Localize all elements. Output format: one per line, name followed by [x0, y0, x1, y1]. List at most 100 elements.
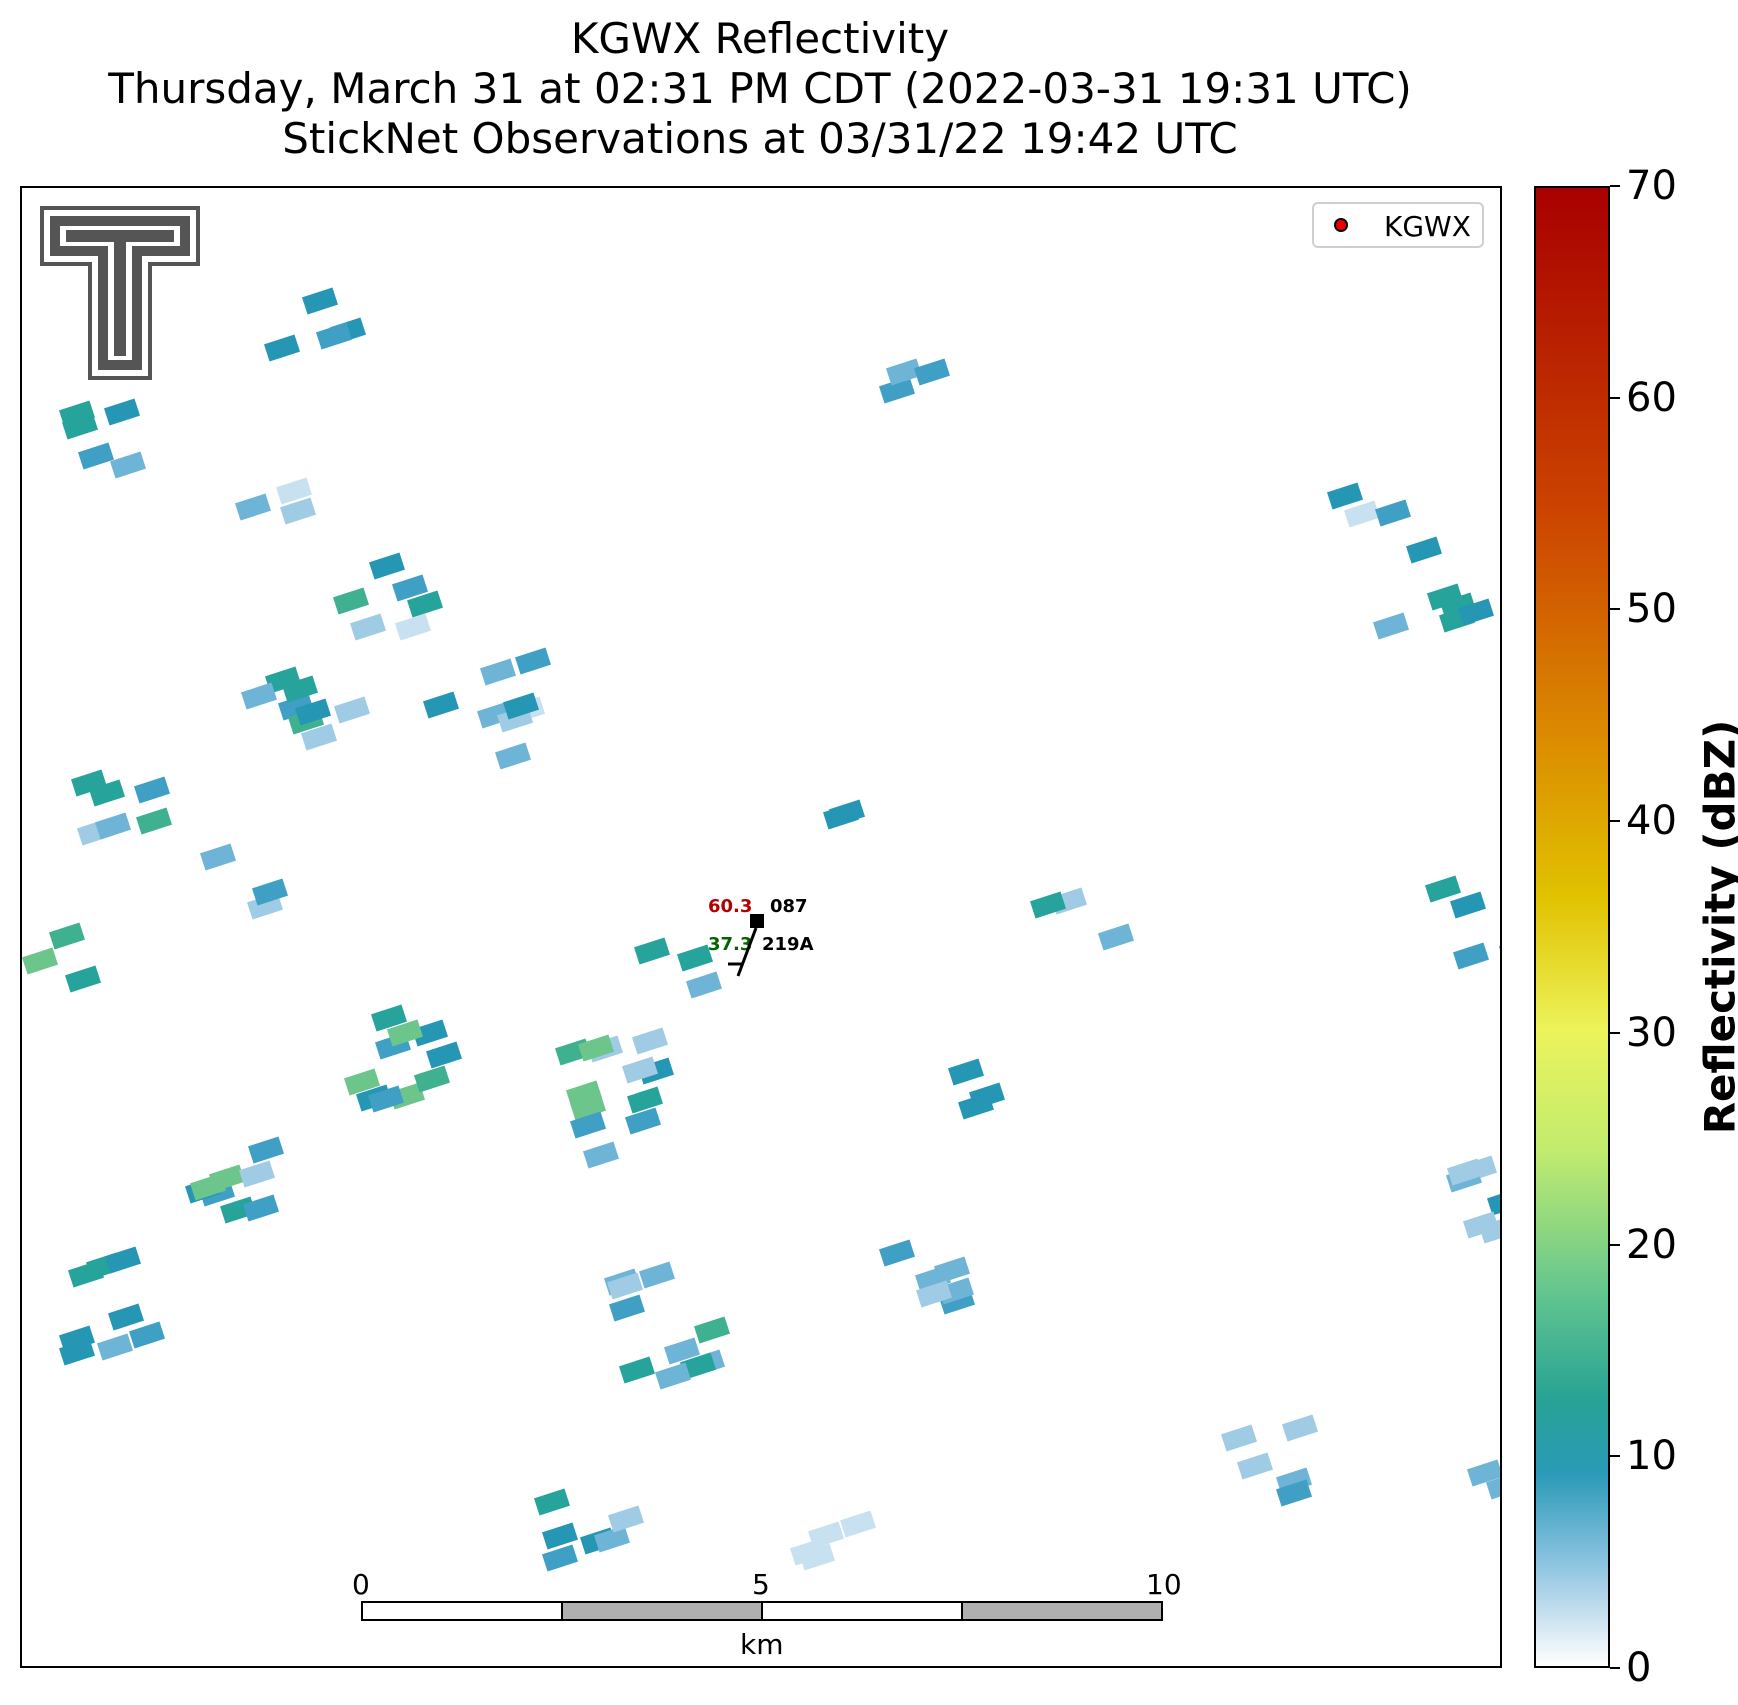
map-legend: KGWX	[1312, 202, 1484, 248]
reflectivity-pixel	[578, 1034, 614, 1062]
colorbar-tick-label: 40	[1626, 798, 1677, 845]
reflectivity-pixel	[278, 693, 314, 721]
reflectivity-pixel	[916, 1280, 952, 1308]
reflectivity-pixel	[333, 587, 369, 615]
station-dewpoint: 37.3	[708, 934, 753, 955]
reflectivity-pixel	[97, 1333, 133, 1361]
colorbar-tick-label: 30	[1626, 1009, 1677, 1056]
reflectivity-pixel	[1098, 923, 1134, 951]
reflectivity-pixel	[1427, 583, 1463, 611]
reflectivity-pixel	[1237, 1452, 1273, 1480]
scale-unit: km	[740, 1628, 784, 1661]
reflectivity-pixel	[1221, 1424, 1257, 1452]
reflectivity-pixel	[1327, 482, 1363, 510]
colorbar-tick-mark	[1610, 820, 1620, 823]
reflectivity-pixel	[412, 1019, 448, 1047]
reflectivity-pixel	[136, 807, 172, 835]
reflectivity-pixel	[129, 1321, 165, 1349]
reflectivity-pixel	[371, 1004, 407, 1032]
reflectivity-pixel	[1373, 612, 1409, 640]
reflectivity-pixel	[542, 1544, 578, 1572]
reflectivity-pixel	[534, 1488, 570, 1516]
reflectivity-pixel	[264, 334, 300, 362]
reflectivity-pixel	[369, 552, 405, 580]
reflectivity-pixel	[252, 878, 288, 906]
reflectivity-pixel	[566, 1080, 602, 1108]
reflectivity-pixel	[686, 971, 722, 999]
reflectivity-pixel	[694, 1316, 730, 1344]
radar-map: KGWX 60.3 087 37.3 219A 0 5 10 km	[20, 186, 1502, 1668]
reflectivity-pixel	[680, 1352, 716, 1380]
reflectivity-pixel	[619, 1356, 655, 1384]
reflectivity-pixel	[104, 398, 140, 426]
reflectivity-pixel	[594, 1525, 630, 1553]
colorbar-tick-label: 0	[1626, 1645, 1652, 1691]
colorbar-tick-mark	[1610, 1243, 1620, 1246]
reflectivity-pixel	[622, 1056, 658, 1084]
reflectivity-pixel	[677, 944, 713, 972]
reflectivity-pixel	[1499, 936, 1500, 964]
reflectivity-pixel	[1447, 1158, 1483, 1186]
reflectivity-pixel	[1487, 1188, 1500, 1216]
reflectivity-pixel	[608, 1505, 644, 1533]
reflectivity-pixel	[632, 1027, 668, 1055]
reflectivity-pixel	[71, 769, 107, 797]
reflectivity-pixel	[583, 1141, 619, 1169]
colorbar	[1534, 186, 1610, 1668]
reflectivity-echoes	[22, 287, 1500, 1572]
reflectivity-pixel	[276, 477, 312, 505]
reflectivity-pixel	[414, 1065, 450, 1093]
reflectivity-pixel	[1467, 1459, 1500, 1487]
reflectivity-pixel	[570, 1111, 606, 1139]
reflectivity-pixel	[248, 1136, 284, 1164]
reflectivity-pixel	[1406, 536, 1442, 564]
reflectivity-pixel	[1453, 942, 1489, 970]
reflectivity-pixel	[829, 799, 865, 827]
reflectivity-pixel	[344, 1068, 380, 1096]
reflectivity-pixel	[334, 696, 370, 724]
colorbar-tick-label: 10	[1626, 1433, 1677, 1480]
reflectivity-pixel	[316, 322, 352, 350]
station-wind-barb-icon	[728, 914, 764, 977]
reflectivity-pixel	[1486, 1472, 1500, 1500]
reflectivity-pixel	[515, 647, 551, 675]
reflectivity-pixel	[49, 922, 85, 950]
title-line-2: Thursday, March 31 at 02:31 PM CDT (2022…	[108, 64, 1412, 113]
reflectivity-pixel	[634, 937, 670, 965]
reflectivity-pixel	[95, 812, 131, 840]
reflectivity-pixel	[1425, 875, 1461, 903]
colorbar-tick-mark	[1610, 1455, 1620, 1458]
colorbar-tick-mark	[1610, 1667, 1620, 1669]
reflectivity-pixel	[22, 947, 58, 975]
reflectivity-pixel	[280, 497, 316, 525]
colorbar-tick-mark	[1610, 185, 1620, 187]
colorbar-label: Reflectivity (dBZ)	[1695, 719, 1738, 1135]
reflectivity-pixel	[235, 493, 271, 521]
reflectivity-pixel	[241, 682, 277, 710]
colorbar-tick-mark	[1610, 396, 1620, 399]
reflectivity-pixel	[1375, 499, 1411, 527]
scale-tick-5: 5	[752, 1568, 770, 1601]
reflectivity-pixel	[1450, 891, 1486, 919]
reflectivity-pixel	[59, 1325, 95, 1353]
reflectivity-pixel	[301, 723, 337, 751]
reflectivity-pixel	[282, 675, 318, 703]
reflectivity-pixel	[395, 613, 431, 641]
reflectivity-pixel	[105, 1246, 141, 1274]
title-line-1: KGWX Reflectivity	[570, 14, 950, 63]
reflectivity-pixel	[840, 1510, 876, 1538]
reflectivity-pixel	[879, 376, 915, 404]
reflectivity-pixel	[239, 1160, 275, 1188]
reflectivity-pixel	[387, 1019, 423, 1047]
reflectivity-pixel	[407, 590, 443, 618]
reflectivity-pixel	[1458, 598, 1494, 626]
reflectivity-pixel	[948, 1058, 984, 1086]
reflectivity-pixel	[110, 451, 146, 479]
reflectivity-pixel	[265, 666, 301, 694]
reflectivity-pixel	[108, 1303, 144, 1331]
reflectivity-pixel	[1479, 1216, 1500, 1244]
reflectivity-pixel	[503, 692, 539, 720]
reflectivity-pixel	[627, 1086, 663, 1114]
reflectivity-pixel	[495, 742, 531, 770]
colorbar-tick-mark	[1610, 1031, 1620, 1034]
